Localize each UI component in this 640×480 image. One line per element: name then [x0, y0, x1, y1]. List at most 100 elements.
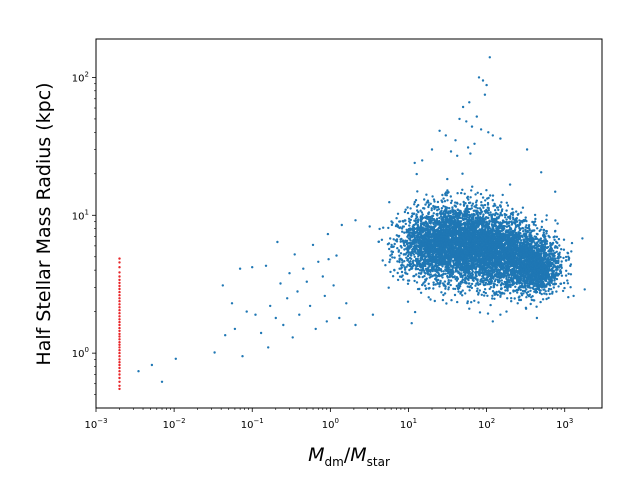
data-point	[403, 231, 406, 234]
data-point	[406, 254, 410, 258]
data-point	[501, 193, 504, 197]
data-point	[407, 230, 410, 234]
data-point	[400, 258, 403, 261]
data-point	[460, 264, 463, 267]
data-point	[432, 228, 435, 231]
data-point	[479, 192, 483, 196]
data-point	[451, 213, 455, 216]
data-point	[459, 203, 462, 206]
data-point	[279, 282, 282, 285]
data-point	[254, 313, 257, 316]
data-point	[491, 320, 494, 323]
data-point	[396, 247, 399, 250]
data-point	[491, 294, 494, 297]
data-point	[436, 213, 439, 216]
data-point	[405, 265, 408, 268]
data-point	[459, 235, 462, 238]
data-point	[461, 172, 464, 175]
data-point	[419, 235, 423, 238]
data-point	[435, 264, 438, 267]
data-point	[406, 300, 410, 303]
data-point	[453, 226, 456, 230]
data-point	[421, 159, 424, 162]
data-point	[443, 259, 447, 263]
data-point	[492, 217, 496, 221]
data-point	[443, 220, 447, 223]
data-point	[413, 310, 417, 314]
data-point	[427, 241, 430, 244]
data-point	[457, 271, 460, 275]
data-point	[433, 257, 436, 260]
data-point	[391, 256, 394, 259]
data-point	[471, 202, 475, 205]
data-point	[424, 262, 427, 265]
data-point	[407, 247, 410, 250]
data-point	[403, 260, 406, 263]
data-point	[487, 224, 490, 227]
data-point	[378, 227, 381, 231]
data-point	[459, 282, 462, 286]
data-point	[483, 294, 486, 297]
data-point	[414, 231, 418, 234]
data-point	[455, 246, 458, 250]
data-point	[408, 224, 411, 227]
data-point	[441, 276, 444, 279]
data-point	[396, 212, 400, 215]
data-point	[429, 202, 432, 205]
data-point	[426, 199, 430, 202]
data-point	[448, 242, 452, 246]
data-point	[455, 276, 459, 279]
data-point	[469, 254, 472, 258]
data-point	[442, 270, 445, 273]
data-point	[474, 242, 477, 245]
data-point	[412, 259, 415, 262]
data-point	[438, 129, 441, 132]
data-point	[387, 226, 390, 230]
data-point	[428, 256, 431, 259]
data-point	[473, 224, 476, 227]
data-point	[427, 236, 430, 239]
data-point	[410, 266, 413, 269]
data-point	[431, 195, 434, 198]
data-point	[441, 193, 444, 197]
data-point	[456, 154, 459, 157]
data-point	[458, 285, 462, 288]
data-point	[459, 229, 463, 232]
data-point	[464, 274, 467, 277]
data-point	[438, 216, 441, 220]
data-point	[432, 287, 435, 290]
data-point	[398, 254, 401, 257]
data-point	[491, 194, 495, 197]
data-point	[423, 284, 427, 287]
data-point	[390, 245, 393, 249]
data-point	[436, 281, 439, 285]
data-point	[389, 270, 392, 274]
data-point	[449, 259, 452, 262]
data-point	[230, 302, 234, 305]
data-point	[455, 213, 458, 217]
data-point	[572, 294, 575, 298]
data-point	[461, 188, 464, 191]
data-point	[441, 260, 444, 264]
data-point	[454, 236, 457, 239]
data-point	[506, 289, 509, 292]
data-point	[396, 278, 400, 282]
data-point	[429, 262, 432, 266]
data-point	[419, 291, 423, 294]
data-point	[497, 208, 500, 212]
data-point	[326, 232, 330, 236]
data-point	[456, 300, 459, 304]
data-point	[448, 274, 452, 278]
data-point	[454, 277, 457, 281]
data-point	[407, 251, 410, 254]
data-point	[431, 265, 434, 268]
data-point	[438, 255, 441, 259]
data-point	[417, 242, 420, 245]
data-point	[429, 227, 433, 230]
data-point	[430, 236, 433, 239]
data-point	[409, 236, 412, 240]
data-point	[238, 267, 242, 270]
data-point	[466, 267, 469, 271]
data-point	[443, 200, 447, 203]
data-point	[421, 251, 424, 254]
